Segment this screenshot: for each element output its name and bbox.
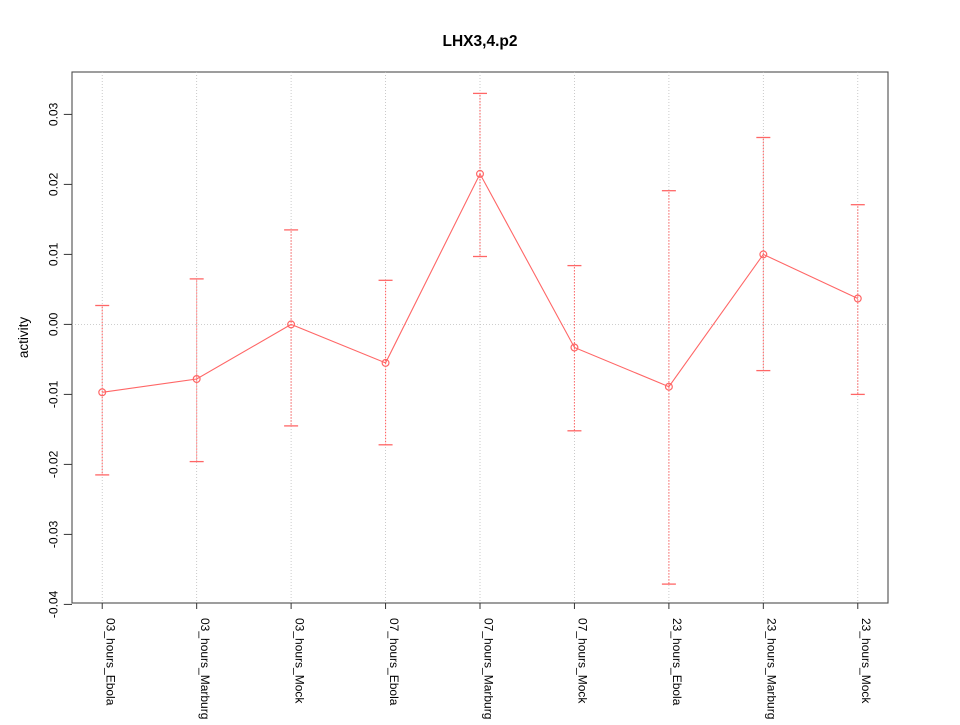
svg-text:23_hours_Mock: 23_hours_Mock bbox=[859, 618, 873, 704]
svg-text:23_hours_Marburg: 23_hours_Marburg bbox=[765, 618, 779, 719]
svg-text:03_hours_Ebola: 03_hours_Ebola bbox=[104, 618, 118, 706]
svg-text:0.03: 0.03 bbox=[47, 102, 61, 126]
svg-text:-0.01: -0.01 bbox=[47, 380, 61, 408]
svg-text:07_hours_Mock: 07_hours_Mock bbox=[576, 618, 590, 704]
svg-text:activity: activity bbox=[16, 317, 31, 359]
svg-text:0.02: 0.02 bbox=[47, 172, 61, 196]
svg-text:0.00: 0.00 bbox=[47, 312, 61, 336]
svg-text:23_hours_Ebola: 23_hours_Ebola bbox=[670, 618, 684, 706]
svg-text:07_hours_Ebola: 07_hours_Ebola bbox=[387, 618, 401, 706]
svg-text:-0.03: -0.03 bbox=[47, 520, 61, 548]
svg-text:07_hours_Marburg: 07_hours_Marburg bbox=[481, 618, 495, 719]
svg-text:03_hours_Marburg: 03_hours_Marburg bbox=[198, 618, 212, 719]
svg-text:-0.04: -0.04 bbox=[47, 590, 61, 618]
svg-text:LHX3,4.p2: LHX3,4.p2 bbox=[443, 33, 518, 50]
svg-text:0.01: 0.01 bbox=[47, 242, 61, 266]
svg-text:03_hours_Mock: 03_hours_Mock bbox=[292, 618, 306, 704]
svg-text:-0.02: -0.02 bbox=[47, 450, 61, 478]
